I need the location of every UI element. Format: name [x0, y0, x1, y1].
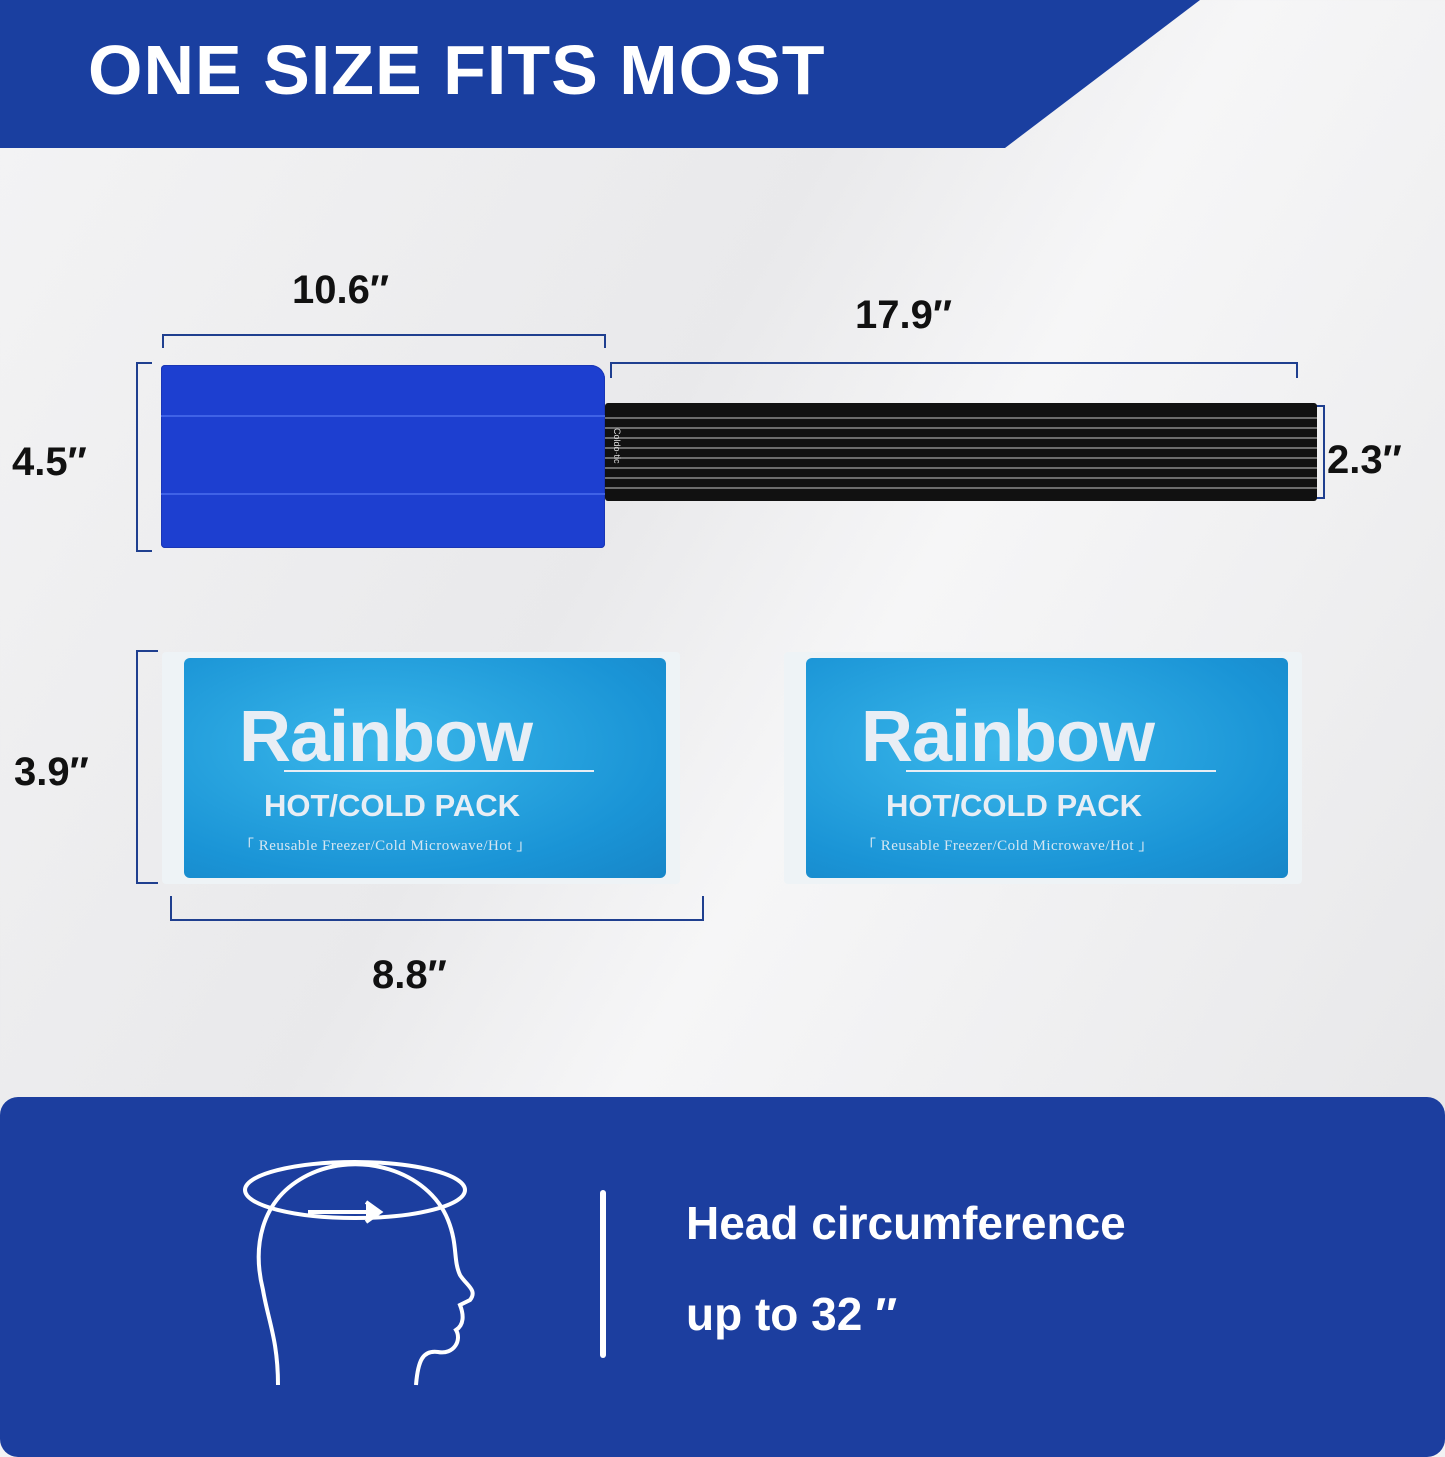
dim-tick	[1312, 405, 1325, 407]
divider	[600, 1190, 606, 1358]
dim-label-cover-height: 4.5″	[12, 440, 87, 484]
header-banner	[0, 0, 1200, 148]
dim-tick	[702, 896, 704, 921]
dim-tick	[136, 882, 158, 884]
elastic-strap	[605, 403, 1317, 501]
dim-line-strap-length	[610, 362, 1298, 364]
head-circumference-icon	[243, 1160, 475, 1386]
head-circumference-value: up to 32 ″	[686, 1288, 898, 1340]
dim-tick	[604, 334, 606, 348]
dim-label-strap-length: 17.9″	[855, 293, 953, 337]
info-panel	[0, 1097, 1445, 1457]
page-title: ONE SIZE FITS MOST	[88, 31, 826, 109]
dim-tick	[170, 896, 172, 921]
pack-type: HOT/COLD PACK	[264, 788, 521, 823]
dim-tick	[136, 650, 158, 652]
dim-tick	[610, 362, 612, 378]
dim-tick	[1296, 362, 1298, 378]
head-circumference-label: Head circumference	[686, 1197, 1126, 1249]
gel-pack-cover	[161, 365, 605, 548]
pack-subtitle: 「 Reusable Freezer/Cold Microwave/Hot 」	[239, 838, 532, 854]
dim-line-cover-width	[162, 334, 606, 336]
pack-brand: Rainbow	[861, 697, 1155, 777]
dim-label-strap-height: 2.3″	[1327, 438, 1402, 482]
dim-line-pack-height	[136, 650, 138, 884]
strap-brand-label: Coldo·tic	[612, 428, 622, 464]
pack-type: HOT/COLD PACK	[886, 788, 1143, 823]
dim-label-cover-width: 10.6″	[292, 268, 390, 312]
dim-line-pack-width	[170, 919, 704, 921]
gel-pack: Rainbow HOT/COLD PACK 「 Reusable Freezer/C…	[784, 652, 1302, 884]
dim-line-strap-height	[1323, 405, 1325, 499]
pack-subtitle: 「 Reusable Freezer/Cold Microwave/Hot 」	[861, 838, 1154, 854]
pack-brand: Rainbow	[239, 697, 533, 777]
gel-pack: Rainbow HOT/COLD PACK 「 Reusable Freezer/C…	[162, 652, 680, 884]
dim-label-pack-height: 3.9″	[14, 750, 89, 794]
dim-line-cover-height	[136, 362, 138, 552]
dim-tick	[136, 550, 152, 552]
dim-label-pack-width: 8.8″	[372, 953, 447, 997]
dim-tick	[136, 362, 152, 364]
dim-tick	[1312, 497, 1325, 499]
dim-tick	[162, 334, 164, 348]
